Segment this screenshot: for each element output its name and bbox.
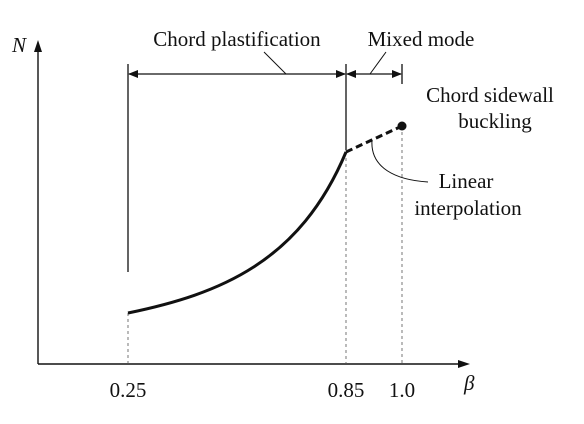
interpolation-label-line2: interpolation [414, 196, 522, 220]
buckling-point [397, 121, 407, 131]
interpolation-segment [345, 124, 403, 154]
x-axis-label: β [463, 371, 475, 395]
x-tick-085: 0.85 [328, 378, 365, 402]
interpolation-label-line1: Linear [439, 169, 494, 193]
buckling-label-line2: buckling [458, 109, 532, 133]
buckling-label-line1: Chord sidewall [426, 83, 554, 107]
y-axis-arrowhead [34, 40, 42, 52]
y-axis-label: N [11, 33, 27, 57]
x-tick-025: 0.25 [110, 378, 147, 402]
interpolation-leader [371, 139, 429, 183]
plastification-leader [263, 51, 287, 75]
region-label-mixed: Mixed mode [368, 27, 475, 51]
plastification-curve [127, 151, 348, 315]
x-axis-arrowhead [458, 360, 470, 368]
region-label-plastification: Chord plastification [153, 27, 321, 51]
x-tick-10: 1.0 [389, 378, 415, 402]
mixed-leader [369, 51, 387, 75]
